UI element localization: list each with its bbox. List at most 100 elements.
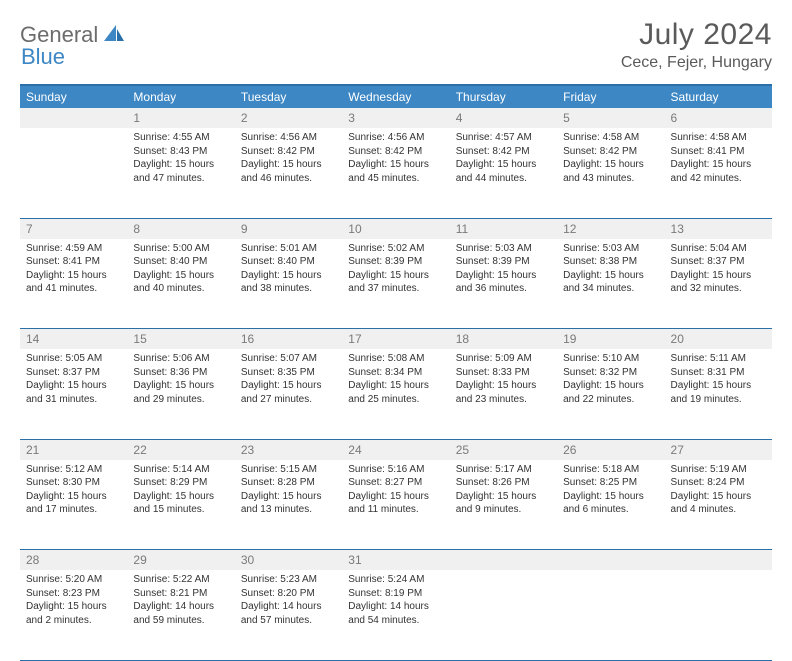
day-details-row: Sunrise: 5:12 AMSunset: 8:30 PMDaylight:… (20, 460, 772, 550)
day-cell: Sunrise: 5:20 AMSunset: 8:23 PMDaylight:… (20, 570, 127, 660)
day-cell: Sunrise: 5:23 AMSunset: 8:20 PMDaylight:… (235, 570, 342, 660)
day-cell: Sunrise: 5:22 AMSunset: 8:21 PMDaylight:… (127, 570, 234, 660)
day-number: 26 (557, 439, 664, 460)
day-cell: Sunrise: 5:18 AMSunset: 8:25 PMDaylight:… (557, 460, 664, 550)
detail-line: Daylight: 14 hours and 54 minutes. (348, 600, 443, 627)
detail-line: Daylight: 15 hours and 13 minutes. (241, 490, 336, 517)
day-details: Sunrise: 5:23 AMSunset: 8:20 PMDaylight:… (235, 570, 342, 633)
day-cell: Sunrise: 4:56 AMSunset: 8:42 PMDaylight:… (342, 128, 449, 218)
day-number: 19 (557, 329, 664, 350)
brand-text-2: Blue (21, 44, 65, 69)
detail-line: Sunset: 8:25 PM (563, 476, 658, 490)
weekday-header: Saturday (665, 85, 772, 108)
detail-line: Daylight: 15 hours and 25 minutes. (348, 379, 443, 406)
day-number: 1 (127, 108, 234, 128)
day-cell: Sunrise: 5:11 AMSunset: 8:31 PMDaylight:… (665, 349, 772, 439)
weekday-header: Monday (127, 85, 234, 108)
day-number: 18 (450, 329, 557, 350)
day-details-row: Sunrise: 5:20 AMSunset: 8:23 PMDaylight:… (20, 570, 772, 660)
day-details: Sunrise: 5:12 AMSunset: 8:30 PMDaylight:… (20, 460, 127, 523)
detail-line: Daylight: 15 hours and 45 minutes. (348, 158, 443, 185)
detail-line: Daylight: 15 hours and 43 minutes. (563, 158, 658, 185)
day-number: 6 (665, 108, 772, 128)
detail-line: Sunset: 8:42 PM (348, 145, 443, 159)
weekday-header: Wednesday (342, 85, 449, 108)
day-number: 14 (20, 329, 127, 350)
day-cell: Sunrise: 4:55 AMSunset: 8:43 PMDaylight:… (127, 128, 234, 218)
day-details-row: Sunrise: 5:05 AMSunset: 8:37 PMDaylight:… (20, 349, 772, 439)
day-number (665, 550, 772, 571)
weekday-header-row: Sunday Monday Tuesday Wednesday Thursday… (20, 85, 772, 108)
day-number: 31 (342, 550, 449, 571)
day-number: 4 (450, 108, 557, 128)
detail-line: Sunrise: 5:24 AM (348, 573, 443, 587)
detail-line: Daylight: 15 hours and 38 minutes. (241, 269, 336, 296)
weekday-header: Friday (557, 85, 664, 108)
detail-line: Sunrise: 4:58 AM (563, 131, 658, 145)
day-number: 17 (342, 329, 449, 350)
month-title: July 2024 (621, 18, 772, 52)
detail-line: Sunset: 8:40 PM (241, 255, 336, 269)
detail-line: Daylight: 15 hours and 40 minutes. (133, 269, 228, 296)
day-number (20, 108, 127, 128)
day-cell (20, 128, 127, 218)
day-details-row: Sunrise: 4:59 AMSunset: 8:41 PMDaylight:… (20, 239, 772, 329)
detail-line: Sunrise: 5:17 AM (456, 463, 551, 477)
detail-line: Daylight: 15 hours and 22 minutes. (563, 379, 658, 406)
day-details: Sunrise: 5:20 AMSunset: 8:23 PMDaylight:… (20, 570, 127, 633)
detail-line: Sunrise: 5:23 AM (241, 573, 336, 587)
day-cell: Sunrise: 5:05 AMSunset: 8:37 PMDaylight:… (20, 349, 127, 439)
detail-line: Sunset: 8:41 PM (671, 145, 766, 159)
detail-line: Sunset: 8:23 PM (26, 587, 121, 601)
detail-line: Sunrise: 4:56 AM (241, 131, 336, 145)
day-number: 15 (127, 329, 234, 350)
day-cell: Sunrise: 5:01 AMSunset: 8:40 PMDaylight:… (235, 239, 342, 329)
day-number: 20 (665, 329, 772, 350)
header: General July 2024 Cece, Fejer, Hungary (20, 18, 772, 72)
day-details-row: Sunrise: 4:55 AMSunset: 8:43 PMDaylight:… (20, 128, 772, 218)
day-cell: Sunrise: 5:02 AMSunset: 8:39 PMDaylight:… (342, 239, 449, 329)
detail-line: Sunset: 8:20 PM (241, 587, 336, 601)
detail-line: Daylight: 15 hours and 42 minutes. (671, 158, 766, 185)
day-number-row: 14151617181920 (20, 329, 772, 350)
title-block: July 2024 Cece, Fejer, Hungary (621, 18, 772, 72)
detail-line: Daylight: 14 hours and 57 minutes. (241, 600, 336, 627)
day-details (557, 570, 664, 579)
day-details: Sunrise: 5:03 AMSunset: 8:39 PMDaylight:… (450, 239, 557, 302)
detail-line: Sunset: 8:42 PM (563, 145, 658, 159)
day-cell: Sunrise: 5:19 AMSunset: 8:24 PMDaylight:… (665, 460, 772, 550)
detail-line: Daylight: 15 hours and 37 minutes. (348, 269, 443, 296)
day-cell: Sunrise: 4:58 AMSunset: 8:41 PMDaylight:… (665, 128, 772, 218)
day-cell (665, 570, 772, 660)
detail-line: Daylight: 15 hours and 32 minutes. (671, 269, 766, 296)
detail-line: Sunset: 8:21 PM (133, 587, 228, 601)
day-details: Sunrise: 4:57 AMSunset: 8:42 PMDaylight:… (450, 128, 557, 191)
day-number: 22 (127, 439, 234, 460)
day-details: Sunrise: 4:55 AMSunset: 8:43 PMDaylight:… (127, 128, 234, 191)
day-cell: Sunrise: 5:14 AMSunset: 8:29 PMDaylight:… (127, 460, 234, 550)
day-number: 12 (557, 218, 664, 239)
day-details: Sunrise: 5:01 AMSunset: 8:40 PMDaylight:… (235, 239, 342, 302)
detail-line: Sunset: 8:42 PM (241, 145, 336, 159)
detail-line: Sunrise: 5:11 AM (671, 352, 766, 366)
day-number: 7 (20, 218, 127, 239)
day-cell: Sunrise: 5:09 AMSunset: 8:33 PMDaylight:… (450, 349, 557, 439)
day-number: 8 (127, 218, 234, 239)
detail-line: Sunrise: 5:14 AM (133, 463, 228, 477)
day-details: Sunrise: 4:59 AMSunset: 8:41 PMDaylight:… (20, 239, 127, 302)
detail-line: Sunset: 8:32 PM (563, 366, 658, 380)
day-details: Sunrise: 5:22 AMSunset: 8:21 PMDaylight:… (127, 570, 234, 633)
detail-line: Sunset: 8:37 PM (26, 366, 121, 380)
detail-line: Daylight: 15 hours and 17 minutes. (26, 490, 121, 517)
day-details: Sunrise: 4:56 AMSunset: 8:42 PMDaylight:… (342, 128, 449, 191)
day-cell: Sunrise: 5:03 AMSunset: 8:38 PMDaylight:… (557, 239, 664, 329)
day-cell: Sunrise: 4:57 AMSunset: 8:42 PMDaylight:… (450, 128, 557, 218)
detail-line: Sunset: 8:43 PM (133, 145, 228, 159)
detail-line: Daylight: 15 hours and 4 minutes. (671, 490, 766, 517)
detail-line: Sunrise: 5:04 AM (671, 242, 766, 256)
day-cell: Sunrise: 5:15 AMSunset: 8:28 PMDaylight:… (235, 460, 342, 550)
brand-text-2-wrap: Blue (21, 44, 65, 70)
day-details: Sunrise: 4:58 AMSunset: 8:42 PMDaylight:… (557, 128, 664, 191)
detail-line: Daylight: 15 hours and 11 minutes. (348, 490, 443, 517)
day-number: 24 (342, 439, 449, 460)
